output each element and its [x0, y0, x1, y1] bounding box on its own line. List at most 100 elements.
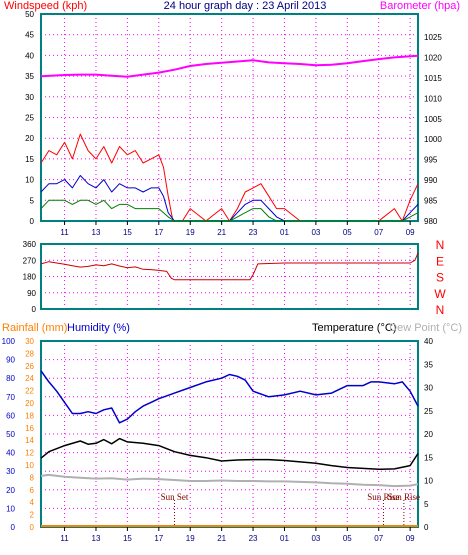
x-tick-label: 11: [60, 534, 69, 543]
temperature-y-tick-label: 40: [424, 337, 433, 346]
series-line-dew-point: [40, 473, 419, 488]
wind-panel-series: [40, 54, 419, 222]
temperature-y-tick-label: 15: [424, 453, 433, 462]
wind-y-tick-label: 35: [25, 72, 34, 81]
x-tick-label: 05: [343, 534, 352, 543]
baro-y-tick-label: 1000: [424, 135, 442, 144]
humidity-y-tick-label: 22: [25, 387, 34, 396]
x-tick-label: 03: [311, 534, 320, 543]
compass-label: W: [434, 287, 446, 301]
temperature-y-tick-label: 10: [424, 477, 433, 486]
sun-annotation-label: Sun Set: [161, 492, 189, 502]
direction-y-tick-label: 90: [27, 289, 36, 298]
direction-panel-grid: [40, 243, 419, 310]
x-tick-label: 01: [280, 534, 289, 543]
humidity-y-tick-label: 6: [30, 486, 35, 495]
x-tick-label: 17: [154, 228, 163, 237]
humidity-y-tick-label: 24: [25, 374, 34, 383]
rain-y-tick-label: 0: [11, 523, 16, 532]
dew-point-axis-label: Dew Point (°C): [389, 322, 462, 334]
humidity-y-tick-label: 20: [25, 399, 34, 408]
temperature-panel-axes: 0102030405060708090100024681012141618202…: [2, 337, 434, 543]
x-tick-label: 19: [186, 534, 195, 543]
series-line-temperature: [40, 437, 419, 471]
p2-frame: [40, 243, 419, 310]
humidity-y-tick-label: 28: [25, 349, 34, 358]
baro-y-tick-label: 995: [424, 156, 438, 165]
wind-y-tick-label: 40: [25, 51, 34, 60]
temperature-panel-series: [40, 370, 419, 527]
temperature-axis-label: Temperature (°C): [312, 322, 396, 334]
x-tick-label: 07: [374, 228, 383, 237]
series-line-wind-average: [40, 175, 419, 222]
humidity-y-tick-label: 8: [30, 473, 35, 482]
rain-y-tick-label: 40: [6, 449, 15, 458]
rain-y-tick-label: 30: [6, 467, 15, 476]
rain-y-tick-label: 80: [6, 374, 15, 383]
x-tick-label: 19: [186, 228, 195, 237]
wind-y-tick-label: 20: [25, 134, 34, 143]
baro-y-tick-label: 1025: [424, 33, 442, 42]
baro-y-tick-label: 1015: [424, 74, 442, 83]
wind-panel-grid: [40, 13, 419, 222]
wind-y-tick-label: 45: [25, 31, 34, 40]
direction-y-tick-label: 360: [23, 240, 37, 249]
direction-y-tick-label: 0: [32, 305, 37, 314]
x-tick-label: 15: [123, 534, 132, 543]
wind-y-tick-label: 10: [25, 176, 34, 185]
barometer-axis-label: Barometer (hpa): [380, 0, 460, 12]
x-tick-label: 03: [311, 228, 320, 237]
direction-y-tick-label: 270: [23, 256, 37, 265]
humidity-y-tick-label: 14: [25, 436, 34, 445]
x-tick-label: 13: [92, 534, 101, 543]
wind-y-tick-label: 0: [30, 217, 35, 226]
wind-y-tick-label: 50: [25, 10, 34, 19]
humidity-y-tick-label: 16: [25, 424, 34, 433]
temperature-y-tick-label: 30: [424, 384, 433, 393]
wind-y-tick-label: 30: [25, 93, 34, 102]
x-tick-label: 01: [280, 228, 289, 237]
humidity-y-tick-label: 2: [30, 511, 35, 520]
chart-title: 24 hour graph day : 23 April 2013: [164, 0, 327, 12]
compass-label: S: [436, 271, 444, 285]
humidity-y-tick-label: 12: [25, 449, 34, 458]
x-tick-label: 23: [249, 228, 258, 237]
rain-y-tick-label: 60: [6, 411, 15, 420]
x-tick-label: 21: [217, 228, 226, 237]
compass-label: N: [436, 238, 445, 252]
wind-y-tick-label: 5: [30, 196, 35, 205]
sun-annotation-label: Sun Rise: [367, 492, 399, 502]
series-line-humidity: [40, 370, 419, 424]
wind-panel-axes: 0510152025303540455098098599099510001005…: [25, 10, 442, 237]
x-tick-label: 13: [92, 228, 101, 237]
x-tick-label: 09: [406, 228, 415, 237]
rain-y-tick-label: 10: [6, 504, 15, 513]
rain-y-tick-label: 90: [6, 356, 15, 365]
baro-y-tick-label: 985: [424, 197, 438, 206]
rain-y-tick-label: 50: [6, 430, 15, 439]
x-tick-label: 05: [343, 228, 352, 237]
x-tick-label: 17: [154, 534, 163, 543]
wind-y-tick-label: 25: [25, 114, 34, 123]
rainfall-axis-label: Rainfall (mm): [2, 322, 67, 334]
x-tick-label: 15: [123, 228, 132, 237]
x-tick-label: 07: [374, 534, 383, 543]
rain-y-tick-label: 70: [6, 393, 15, 402]
wind-y-tick-label: 15: [25, 155, 34, 164]
windspeed-axis-label: Windspeed (kph): [4, 0, 87, 12]
temperature-panel-grid: [40, 340, 419, 528]
rain-y-tick-label: 20: [6, 486, 15, 495]
baro-y-tick-label: 1020: [424, 53, 442, 62]
temperature-y-tick-label: 0: [424, 523, 429, 532]
sun-annotation-label: Sun Rise: [388, 492, 420, 502]
temperature-y-tick-label: 20: [424, 430, 433, 439]
baro-y-tick-label: 1005: [424, 115, 442, 124]
humidity-y-tick-label: 30: [25, 337, 34, 346]
baro-y-tick-label: 990: [424, 176, 438, 185]
series-line-wind-speed: [40, 199, 419, 222]
x-tick-label: 09: [406, 534, 415, 543]
x-tick-label: 23: [249, 534, 258, 543]
direction-panel-series: [40, 252, 419, 281]
